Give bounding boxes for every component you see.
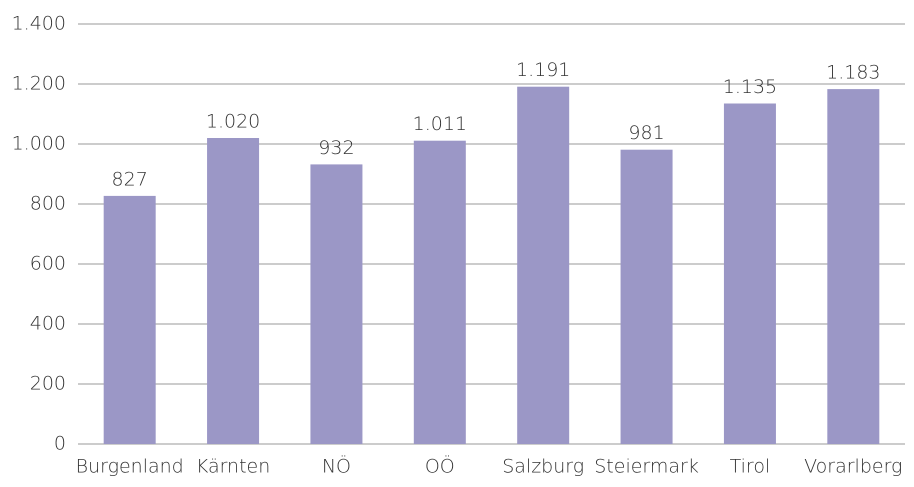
x-tick-label: Salzburg — [502, 456, 584, 478]
y-tick-label: 1.200 — [12, 73, 66, 95]
data-label: 1.020 — [206, 111, 260, 133]
data-label: 1.191 — [516, 59, 570, 81]
x-tick-label: Kärnten — [196, 456, 270, 478]
data-label: 932 — [318, 137, 354, 159]
bar — [723, 103, 776, 444]
x-tick-label: Steiermark — [594, 456, 699, 478]
y-tick-label: 800 — [30, 193, 66, 215]
x-tick-label: Burgenland — [76, 456, 184, 478]
y-tick-label: 400 — [30, 313, 66, 335]
bar — [103, 195, 156, 444]
x-tick-label: Vorarlberg — [804, 456, 902, 478]
bar — [207, 138, 260, 444]
data-label: 981 — [628, 122, 664, 144]
x-tick-label: OÖ — [425, 455, 455, 478]
x-tick-label: NÖ — [322, 455, 351, 478]
y-tick-label: 600 — [30, 253, 66, 275]
bar — [517, 86, 570, 444]
data-label: 1.135 — [723, 76, 777, 98]
x-tick-label: Tirol — [730, 456, 771, 478]
data-label: 827 — [112, 168, 148, 190]
y-tick-label: 1.400 — [12, 13, 66, 35]
bar — [620, 149, 673, 444]
y-tick-label: 0 — [54, 433, 66, 455]
data-label: 1.183 — [826, 62, 880, 84]
bar — [413, 140, 466, 444]
y-tick-label: 1.000 — [12, 133, 66, 155]
y-tick-label: 200 — [30, 373, 66, 395]
data-label: 1.011 — [413, 113, 467, 135]
bar — [310, 164, 363, 444]
bar — [827, 89, 880, 444]
